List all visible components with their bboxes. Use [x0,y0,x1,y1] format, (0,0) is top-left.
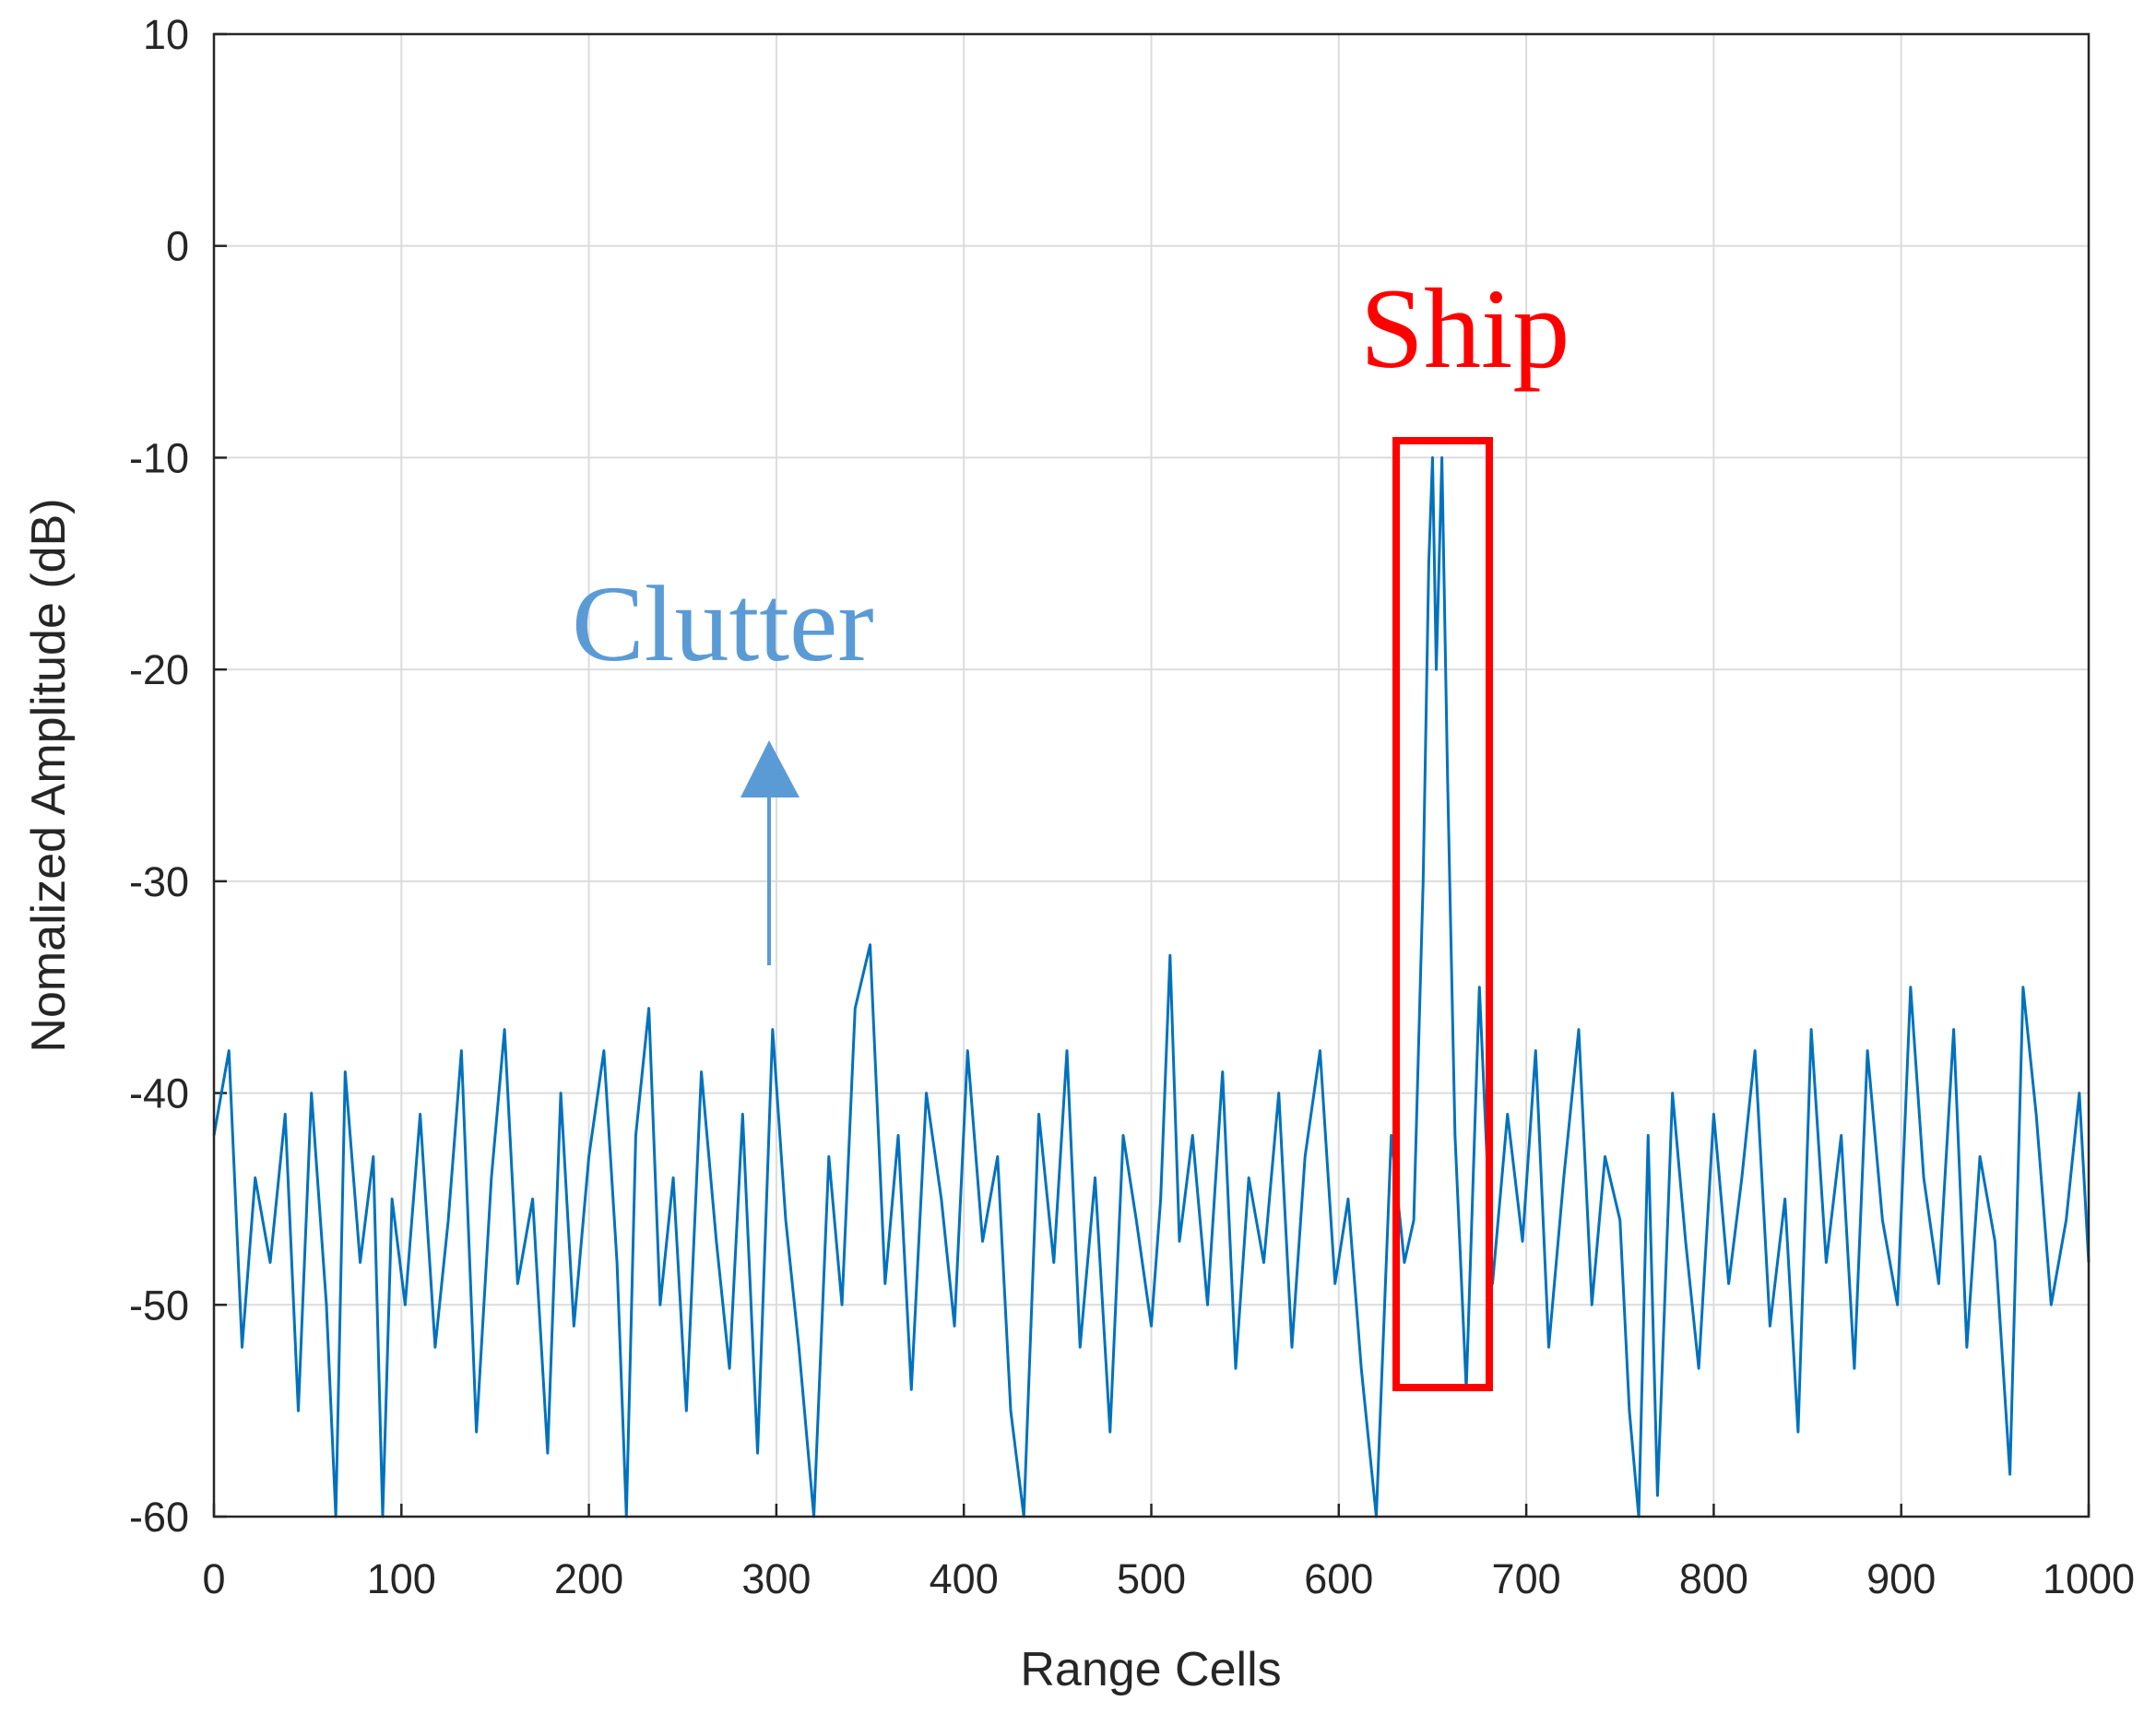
x-axis-label: Range Cells [1020,1643,1281,1696]
clutter-arrowhead [740,740,800,797]
plot-frame [212,32,2091,1518]
x-tick-label: 400 [930,1555,999,1602]
y-axis-label: Nomalized Amplitude (dB) [22,498,76,1052]
x-tick-label: 0 [202,1555,225,1602]
x-tick-label: 500 [1117,1555,1186,1602]
x-tick-label: 600 [1304,1555,1373,1602]
x-tick-label: 300 [741,1555,811,1602]
y-tick-label: -20 [129,646,189,693]
x-tick-label: 100 [367,1555,436,1602]
y-tick-label: -10 [129,434,189,481]
ship-box [1392,437,1493,1391]
x-tick-label: 1000 [2043,1555,2135,1602]
y-tick-label: -50 [129,1282,189,1329]
x-tick-label: 200 [554,1555,623,1602]
y-tick-label: -40 [129,1070,189,1117]
plot-area [212,455,2091,1518]
x-tick-label: 900 [1866,1555,1936,1602]
ship-annotation: Ship [1360,266,1570,392]
y-tick-label: 10 [143,11,189,58]
y-tick-label: 0 [166,223,189,270]
x-tick-label: 800 [1679,1555,1748,1602]
clutter-annotation: Clutter [572,563,874,684]
x-tick-label: 700 [1492,1555,1561,1602]
y-tick-label: -30 [129,858,189,905]
data-line [212,455,2091,1518]
y-tick-label: -60 [129,1494,189,1541]
